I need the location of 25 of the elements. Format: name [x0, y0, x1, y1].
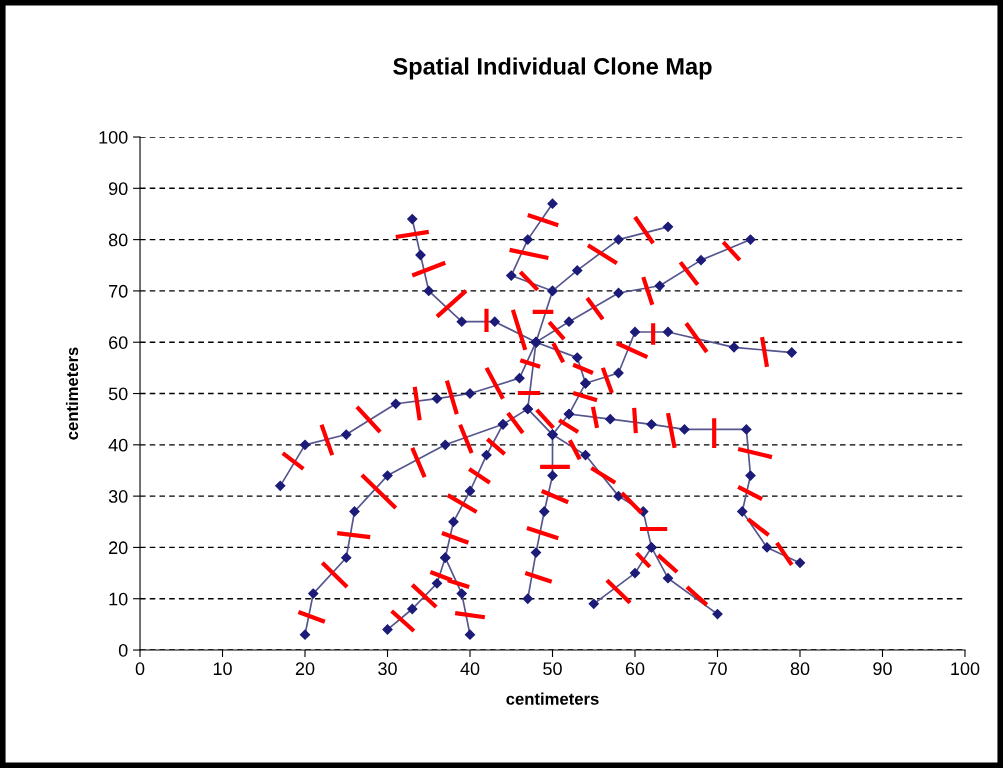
y-axis-title: centimeters: [65, 347, 79, 440]
y-tick-label: 30: [108, 490, 128, 503]
y-tick-label: 0: [118, 643, 128, 657]
y-tick-label: 10: [109, 592, 128, 606]
x-tick-label: 0: [135, 662, 145, 676]
x-tick-label: 10: [213, 662, 232, 676]
chart-title: Spatial Individual Clone Map: [393, 57, 712, 80]
y-tick-label: 40: [108, 438, 128, 452]
x-tick-label: 100: [951, 662, 980, 676]
x-tick-label: 20: [295, 662, 315, 676]
y-tick-label: 60: [109, 336, 128, 349]
y-tick-label: 100: [99, 130, 128, 144]
x-tick-label: 70: [708, 662, 727, 676]
x-tick-label: 60: [625, 662, 645, 676]
x-tick-label: 80: [790, 662, 810, 676]
y-tick-label: 20: [109, 541, 128, 555]
x-tick-label: 90: [873, 662, 892, 676]
y-tick-label: 50: [108, 387, 128, 401]
x-axis-title: centimeters: [506, 692, 599, 705]
y-tick-label: 90: [108, 182, 128, 196]
y-tick-label: 80: [108, 233, 128, 247]
y-tick-label: 70: [109, 284, 128, 298]
x-tick-label: 30: [378, 662, 397, 676]
x-tick-label: 40: [460, 662, 480, 676]
x-tick-label: 50: [543, 662, 562, 676]
